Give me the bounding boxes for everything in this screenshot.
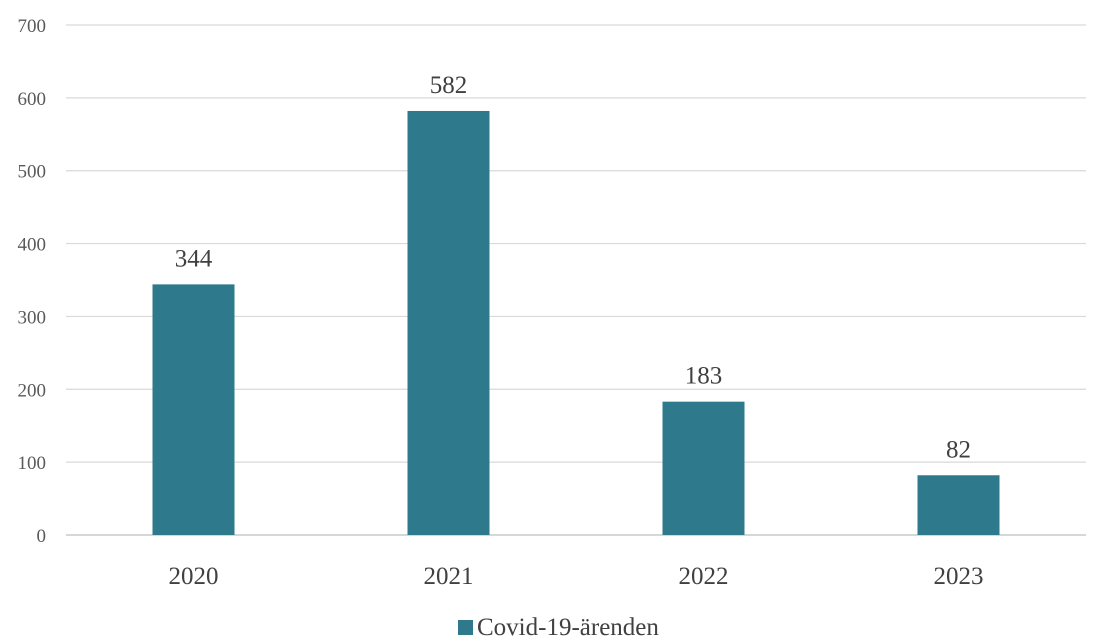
legend-label: Covid-19-ärenden bbox=[477, 614, 659, 640]
data-label: 183 bbox=[685, 363, 723, 390]
legend: Covid-19-ärenden bbox=[458, 614, 659, 640]
x-category-label: 2020 bbox=[169, 563, 219, 590]
y-tick-label: 300 bbox=[18, 307, 47, 328]
y-tick-label: 200 bbox=[18, 380, 47, 401]
bars bbox=[152, 110, 1000, 535]
y-tick-label: 600 bbox=[18, 89, 47, 110]
gridlines bbox=[66, 24, 1086, 536]
y-axis-ticks: 0 100 200 300 400 500 600 700 bbox=[18, 16, 47, 547]
y-tick-label: 100 bbox=[18, 453, 47, 474]
bar bbox=[152, 284, 235, 535]
data-label: 82 bbox=[946, 436, 971, 463]
x-axis-categories: 2020 2021 2022 2023 bbox=[169, 563, 984, 590]
y-tick-label: 0 bbox=[37, 526, 47, 547]
y-tick-label: 700 bbox=[18, 16, 47, 37]
bar bbox=[407, 110, 490, 535]
data-label: 344 bbox=[175, 245, 213, 272]
x-category-label: 2022 bbox=[679, 563, 729, 590]
y-tick-label: 400 bbox=[18, 235, 47, 256]
legend-swatch bbox=[458, 620, 473, 635]
y-tick-label: 500 bbox=[18, 162, 47, 183]
data-label: 582 bbox=[430, 72, 468, 99]
x-category-label: 2021 bbox=[424, 563, 474, 590]
bar bbox=[662, 401, 745, 535]
bar bbox=[917, 475, 1000, 535]
x-category-label: 2023 bbox=[934, 563, 984, 590]
data-labels: 344 582 183 82 bbox=[175, 72, 971, 463]
